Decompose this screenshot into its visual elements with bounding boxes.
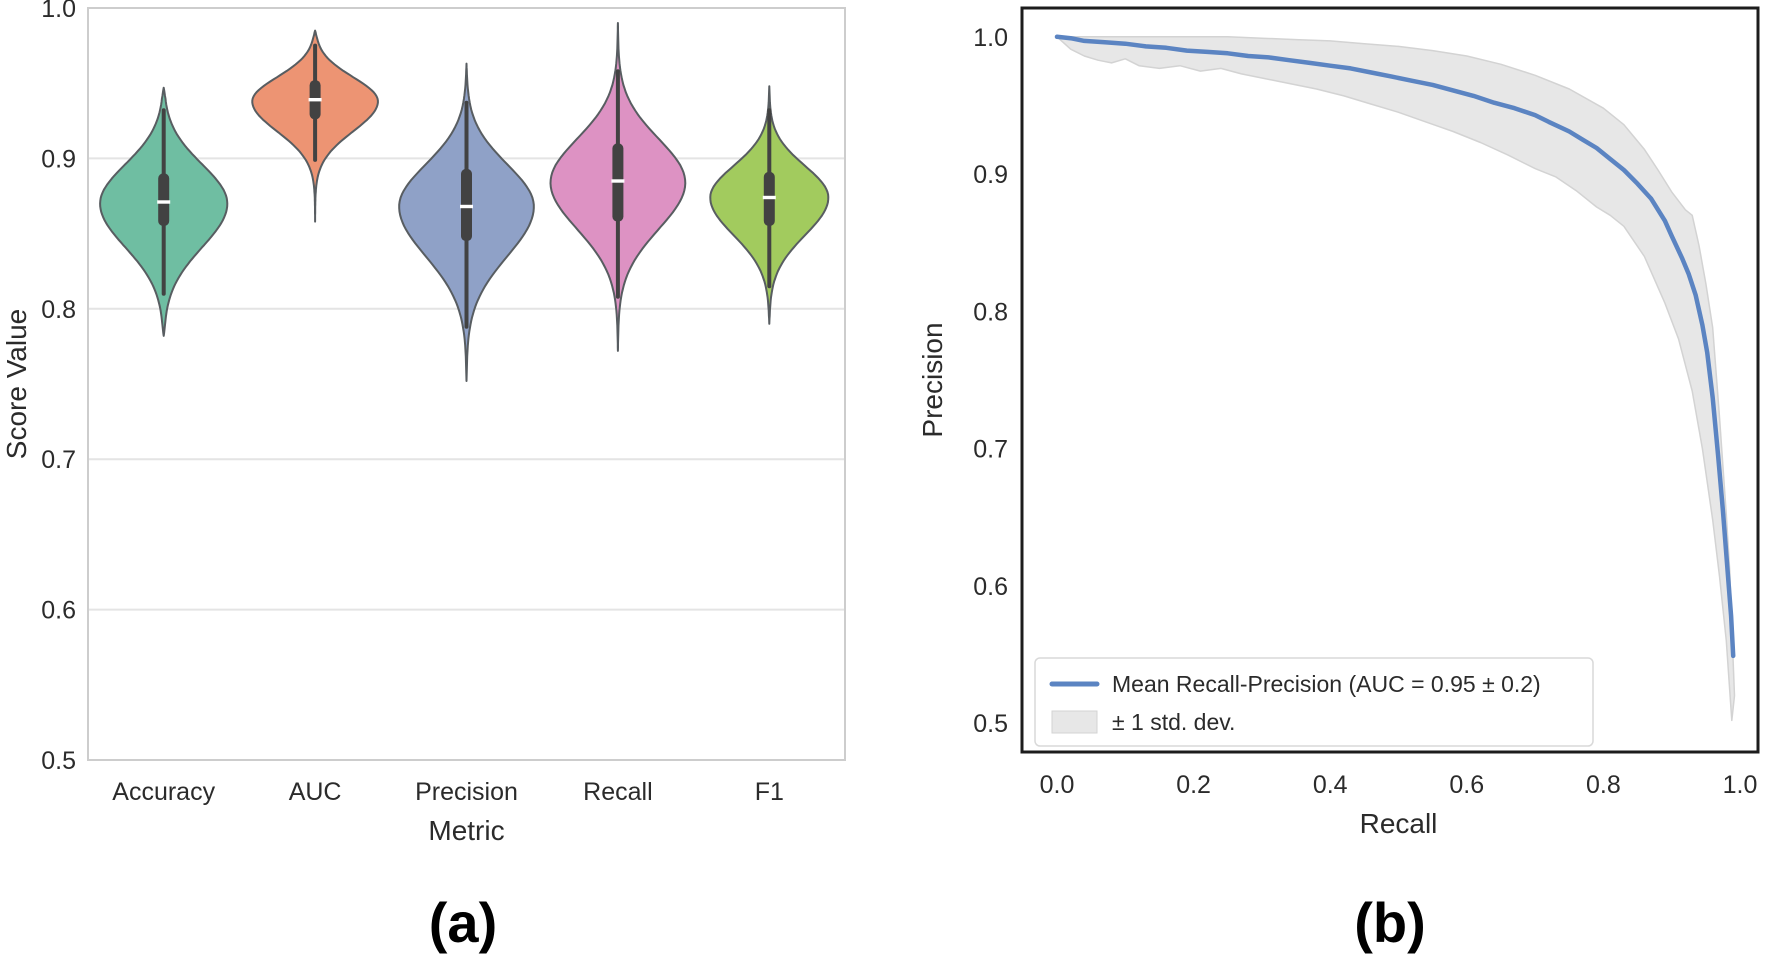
violin-chart: 1.0 0.9 0.8 0.7 0.6 0.5 Accuracy AUC Precision Re… [1,0,846,846]
legend-box [1034,657,1594,747]
legend-label: Mean Recall-Precision (AUC = 0.95 ± 0.2) [1112,671,1541,697]
y-tick-label: 0.9 [973,161,1008,189]
y-tick-label: 0.6 [41,597,76,625]
x-tick-label: 0.6 [1449,771,1484,799]
x-axis-label: Metric [428,815,504,846]
caption-a: (a) [428,891,498,954]
y-tick-label: 0.9 [41,145,76,173]
caption-b: (b) [1354,891,1426,954]
y-tick-label: 0.5 [973,710,1008,738]
x-tick-label: Recall [583,778,652,806]
x-tick-label: Precision [415,778,518,806]
x-tick-label: 0.0 [1040,771,1075,799]
median-precision [460,204,473,209]
x-tick-label: 0.8 [1586,771,1621,799]
y-axis-label: Score Value [1,309,32,459]
median-recall [611,179,625,183]
y-tick-label: 1.0 [973,24,1008,52]
pr-curve-chart: 1.0 0.9 0.8 0.7 0.6 0.5 0.0 0.2 0.4 0.6 0.8 1.0 Reca… [917,6,1760,839]
median-auc [308,98,322,102]
y-tick-label: 0.8 [973,298,1008,326]
x-tick-label: 1.0 [1723,771,1758,799]
legend-band-swatch [1051,710,1098,734]
x-axis-label: Recall [1360,808,1438,839]
iqr-box-accuracy [158,173,170,226]
x-tick-label: F1 [755,778,784,806]
y-tick-label: 1.0 [41,0,76,23]
y-tick-label: 0.5 [41,747,76,775]
median-f1 [762,195,776,200]
x-tick-label: AUC [289,778,342,806]
y-axis-label: Precision [917,322,948,437]
x-tick-label: 0.2 [1176,771,1211,799]
y-tick-label: 0.6 [973,573,1008,601]
median-accuracy [157,200,171,204]
std-dev-band [1056,36,1736,722]
plot-border [1020,6,1760,754]
plot-border [87,7,846,761]
mean-recall-precision-curve [1054,34,1736,659]
x-tick-label: Accuracy [112,778,215,806]
y-tick-label: 0.7 [973,436,1008,464]
y-tick-label: 0.8 [41,296,76,324]
legend-label: ± 1 std. dev. [1112,709,1235,735]
x-tick-label: 0.4 [1313,771,1348,799]
y-tick-label: 0.7 [41,446,76,474]
